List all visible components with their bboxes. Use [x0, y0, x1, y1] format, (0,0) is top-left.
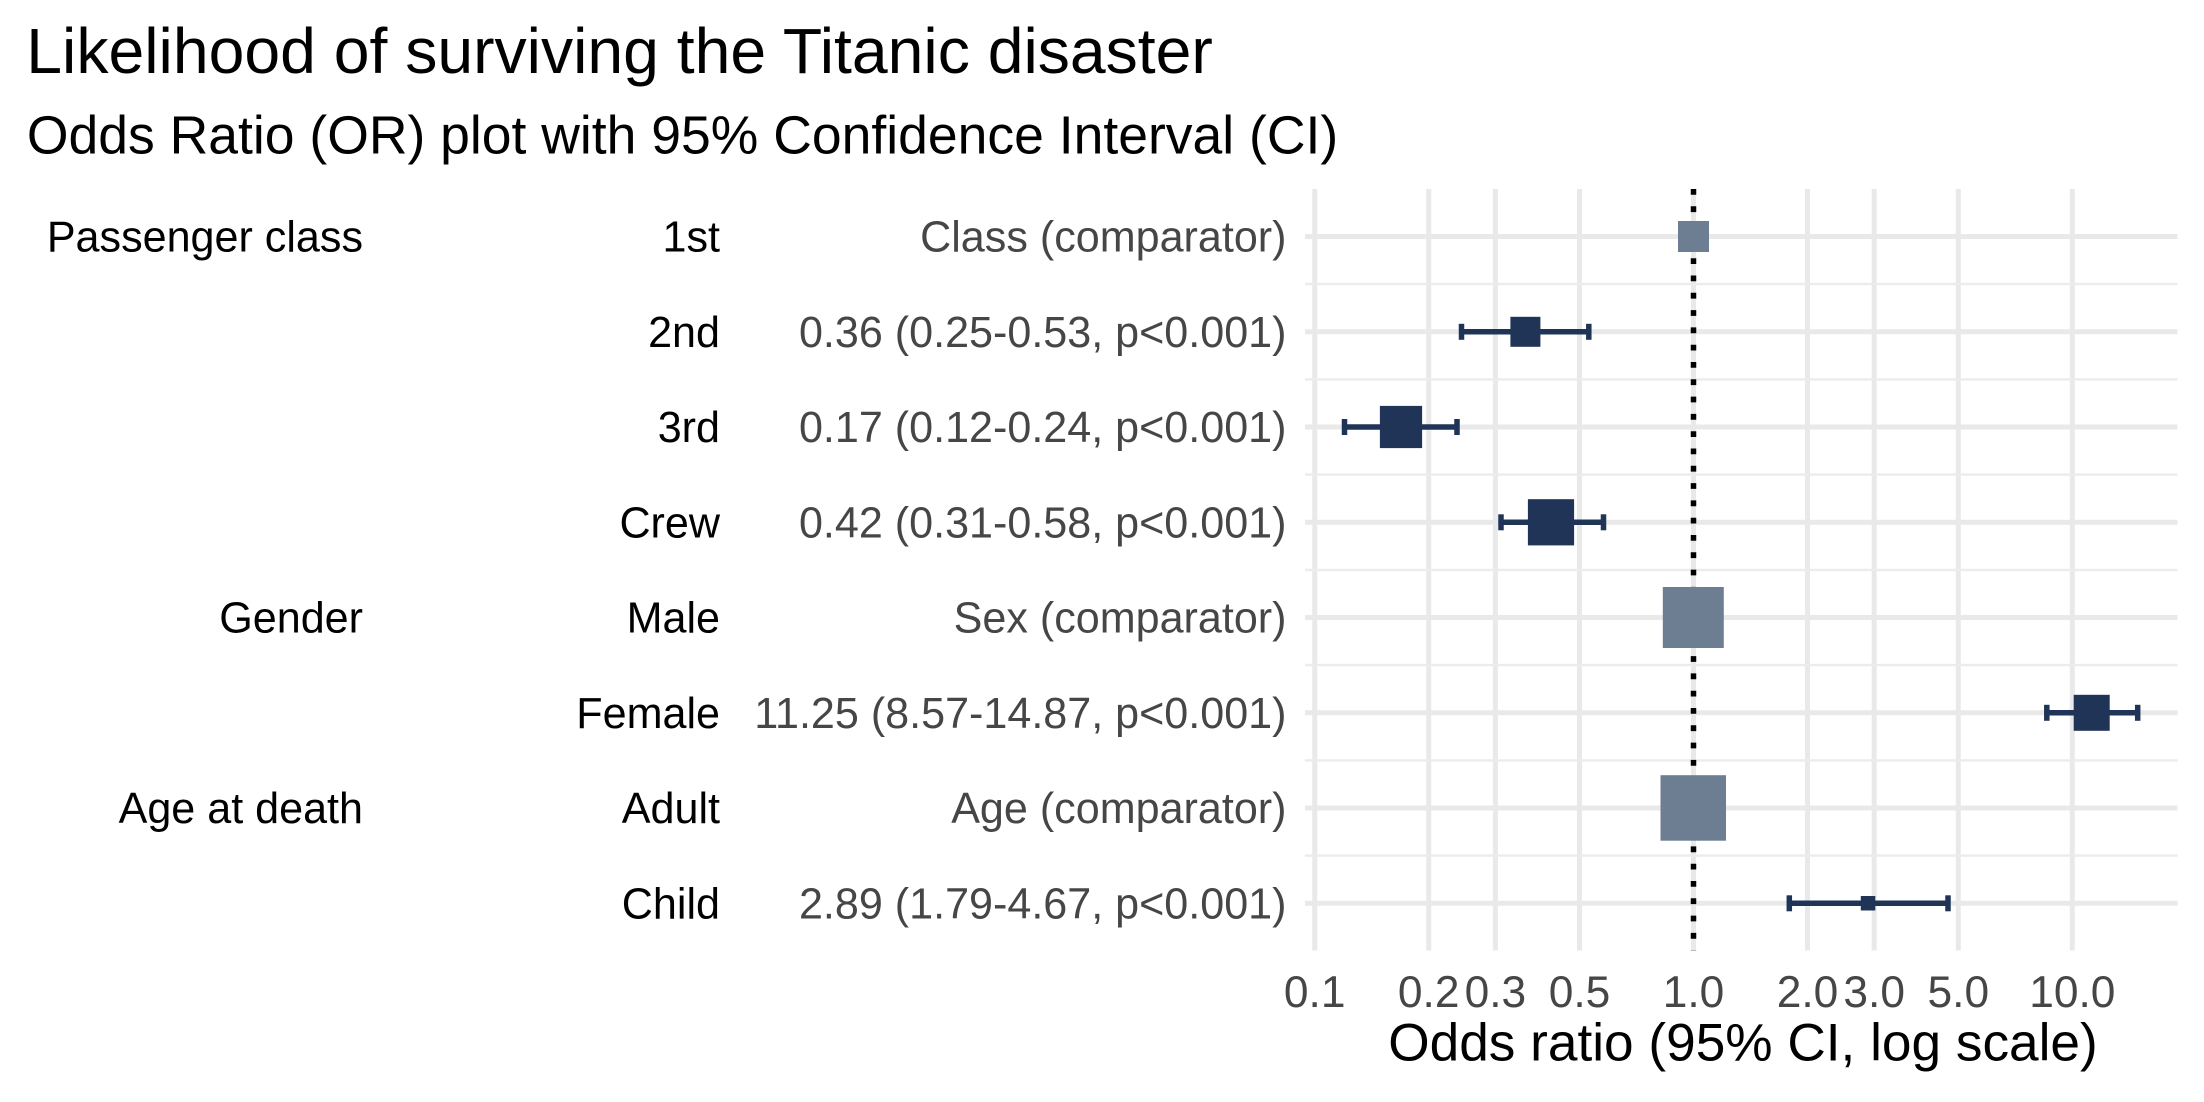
svg-text:Male: Male: [627, 595, 720, 643]
svg-text:3rd: 3rd: [658, 404, 720, 452]
svg-text:0.17 (0.12-0.24, p<0.001): 0.17 (0.12-0.24, p<0.001): [799, 404, 1287, 452]
svg-text:0.42 (0.31-0.58, p<0.001): 0.42 (0.31-0.58, p<0.001): [799, 500, 1287, 548]
svg-text:5.0: 5.0: [1928, 968, 1990, 1017]
svg-text:0.1: 0.1: [1284, 968, 1346, 1017]
svg-text:Odds ratio (95% CI, log scale): Odds ratio (95% CI, log scale): [1388, 1014, 2097, 1073]
svg-text:11.25 (8.57-14.87, p<0.001): 11.25 (8.57-14.87, p<0.001): [754, 690, 1286, 738]
svg-text:Odds Ratio (OR) plot with 95%: Odds Ratio (OR) plot with 95% Confidence…: [27, 106, 1338, 165]
svg-text:2nd: 2nd: [648, 309, 720, 357]
svg-text:0.5: 0.5: [1549, 968, 1611, 1017]
svg-text:Passenger class: Passenger class: [47, 214, 363, 262]
svg-text:Age (comparator): Age (comparator): [951, 785, 1286, 833]
svg-text:1.0: 1.0: [1663, 968, 1725, 1017]
svg-text:3.0: 3.0: [1843, 968, 1905, 1017]
svg-text:Adult: Adult: [622, 785, 720, 833]
svg-text:2.89 (1.79-4.67, p<0.001): 2.89 (1.79-4.67, p<0.001): [799, 881, 1287, 929]
svg-text:Crew: Crew: [619, 500, 720, 548]
svg-text:Likelihood of surviving the Ti: Likelihood of surviving the Titanic disa…: [26, 15, 1213, 87]
svg-text:Age at death: Age at death: [119, 785, 363, 833]
svg-text:Sex (comparator): Sex (comparator): [954, 595, 1287, 643]
svg-text:1st: 1st: [663, 214, 721, 262]
svg-text:0.3: 0.3: [1465, 968, 1527, 1017]
svg-text:0.36 (0.25-0.53, p<0.001): 0.36 (0.25-0.53, p<0.001): [799, 309, 1287, 357]
svg-text:Gender: Gender: [219, 595, 363, 643]
svg-text:Class (comparator): Class (comparator): [920, 214, 1286, 262]
svg-text:Female: Female: [576, 690, 720, 738]
svg-text:0.2: 0.2: [1398, 968, 1460, 1017]
svg-text:Child: Child: [622, 881, 720, 929]
svg-text:2.0: 2.0: [1777, 968, 1839, 1017]
svg-text:10.0: 10.0: [2029, 968, 2115, 1017]
